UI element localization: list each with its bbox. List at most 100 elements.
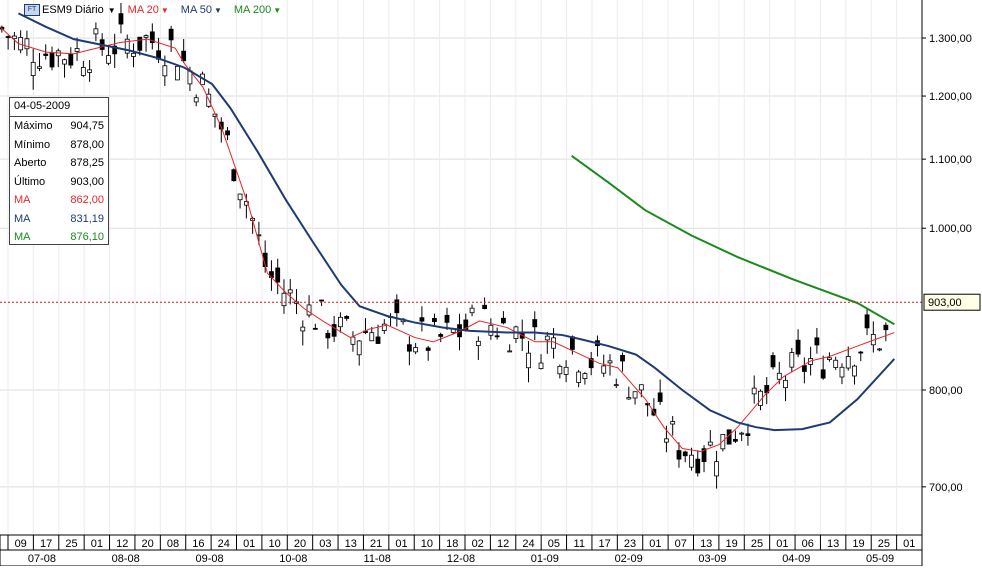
candle-body xyxy=(883,324,889,331)
candle-body xyxy=(350,336,356,345)
candle-body xyxy=(394,299,400,314)
x-month-label: 01-09 xyxy=(531,553,559,565)
candle-body xyxy=(638,384,644,391)
x-day-label: 01 xyxy=(91,538,103,550)
candle-body xyxy=(839,366,845,378)
candle-body xyxy=(11,35,17,40)
ma200-dropdown-icon[interactable]: ▼ xyxy=(273,5,282,15)
x-month-label: 10-08 xyxy=(279,553,307,565)
candle-body xyxy=(30,61,36,76)
y-tick-label: 800,00 xyxy=(929,385,963,397)
candle-body xyxy=(112,45,118,55)
symbol-label[interactable]: ESM9 Diário xyxy=(42,4,104,16)
candle-body xyxy=(68,53,74,66)
y-tick-label: 1.200,00 xyxy=(929,91,972,103)
candle-body xyxy=(795,339,801,355)
x-day-label: 20 xyxy=(294,538,306,550)
x-day-label: 12 xyxy=(497,538,509,550)
candle-body xyxy=(106,55,111,64)
candle-body xyxy=(256,234,262,237)
candle-body xyxy=(243,201,249,206)
x-day-label: 25 xyxy=(751,538,763,550)
info-row-ma20: MA 862,00 xyxy=(10,191,108,210)
ma50-dropdown-icon[interactable]: ▼ xyxy=(213,5,222,15)
x-day-label: 24 xyxy=(522,538,534,550)
x-day-label: 05 xyxy=(548,538,560,550)
ma50-label[interactable]: MA 50 xyxy=(180,4,212,16)
x-day-label: 03 xyxy=(319,538,331,550)
candle-body xyxy=(877,348,882,351)
x-day-label: 09 xyxy=(15,538,27,550)
info-row-minimo: Mínimo 878,00 xyxy=(10,136,108,155)
x-day-label: 17 xyxy=(599,538,611,550)
candle-body xyxy=(739,432,745,435)
candle-body xyxy=(168,28,174,41)
candle-body xyxy=(707,441,713,446)
candle-body xyxy=(118,13,124,25)
candle-body xyxy=(588,358,594,369)
candle-body xyxy=(626,397,632,400)
candle-body xyxy=(732,438,738,442)
candle-body xyxy=(582,373,588,379)
info-value: 862,00 xyxy=(70,194,104,206)
candle-body xyxy=(695,458,701,474)
ma20-dropdown-icon[interactable]: ▼ xyxy=(160,5,169,15)
info-row-maximo: Máximo 904,75 xyxy=(10,117,108,136)
candle-body xyxy=(174,65,180,81)
candle-body xyxy=(507,350,513,353)
info-value: 904,75 xyxy=(70,120,104,132)
candle-body xyxy=(814,337,820,346)
candle-body xyxy=(438,334,444,337)
candle-body xyxy=(682,451,688,457)
x-day-label: 13 xyxy=(827,538,839,550)
candle-body xyxy=(425,347,431,351)
candle-body xyxy=(413,347,419,353)
candle-body xyxy=(93,28,99,35)
x-month-label: 07-08 xyxy=(28,553,56,565)
candle-body xyxy=(538,362,544,369)
x-day-label: 01 xyxy=(649,538,661,550)
candle-body xyxy=(689,454,694,468)
candle-body xyxy=(607,360,613,364)
candle-body xyxy=(49,52,55,68)
candle-body xyxy=(657,392,663,402)
info-label: Máximo xyxy=(14,120,53,132)
candle-body xyxy=(751,387,757,395)
x-day-label: 10 xyxy=(421,538,433,550)
candle-body xyxy=(181,50,187,62)
candle-body xyxy=(770,355,776,368)
x-day-label: 25 xyxy=(65,538,77,550)
ft-icon[interactable]: FT xyxy=(24,4,40,16)
x-day-label: 24 xyxy=(218,538,230,550)
candle-body xyxy=(306,304,312,316)
x-day-label: 07 xyxy=(675,538,687,550)
candle-body xyxy=(645,403,651,406)
candle-body xyxy=(858,351,864,354)
x-day-label: 01 xyxy=(395,538,407,550)
candle-body xyxy=(820,369,826,379)
candle-body xyxy=(275,267,281,283)
x-day-label: 19 xyxy=(852,538,864,550)
candle-body xyxy=(331,324,337,337)
x-day-label: 12 xyxy=(116,538,128,550)
candle-body xyxy=(231,169,237,182)
plot-area xyxy=(0,0,922,535)
candle-body xyxy=(37,66,42,69)
x-month-label: 04-09 xyxy=(782,553,810,565)
info-label: MA xyxy=(14,212,31,225)
info-row-ultimo: Último 903,00 xyxy=(10,173,108,192)
last-price-label: 903,00 xyxy=(928,297,962,309)
info-label: MA xyxy=(14,194,31,206)
ma200-label[interactable]: MA 200 xyxy=(233,4,272,16)
ma20-label[interactable]: MA 20 xyxy=(127,4,159,16)
symbol-dropdown-icon[interactable]: ▼ xyxy=(107,5,116,15)
chart-toolbar: FT ESM9 Diário ▼ MA 20 ▼ MA 50 ▼ MA 200 … xyxy=(24,2,293,18)
candle-body xyxy=(714,461,719,477)
candle-body xyxy=(701,448,707,462)
candle-body xyxy=(225,130,230,136)
candle-body xyxy=(783,379,788,389)
candle-body xyxy=(281,292,287,307)
series-line-ma20 xyxy=(0,26,895,452)
x-day-label: 11 xyxy=(574,538,585,550)
